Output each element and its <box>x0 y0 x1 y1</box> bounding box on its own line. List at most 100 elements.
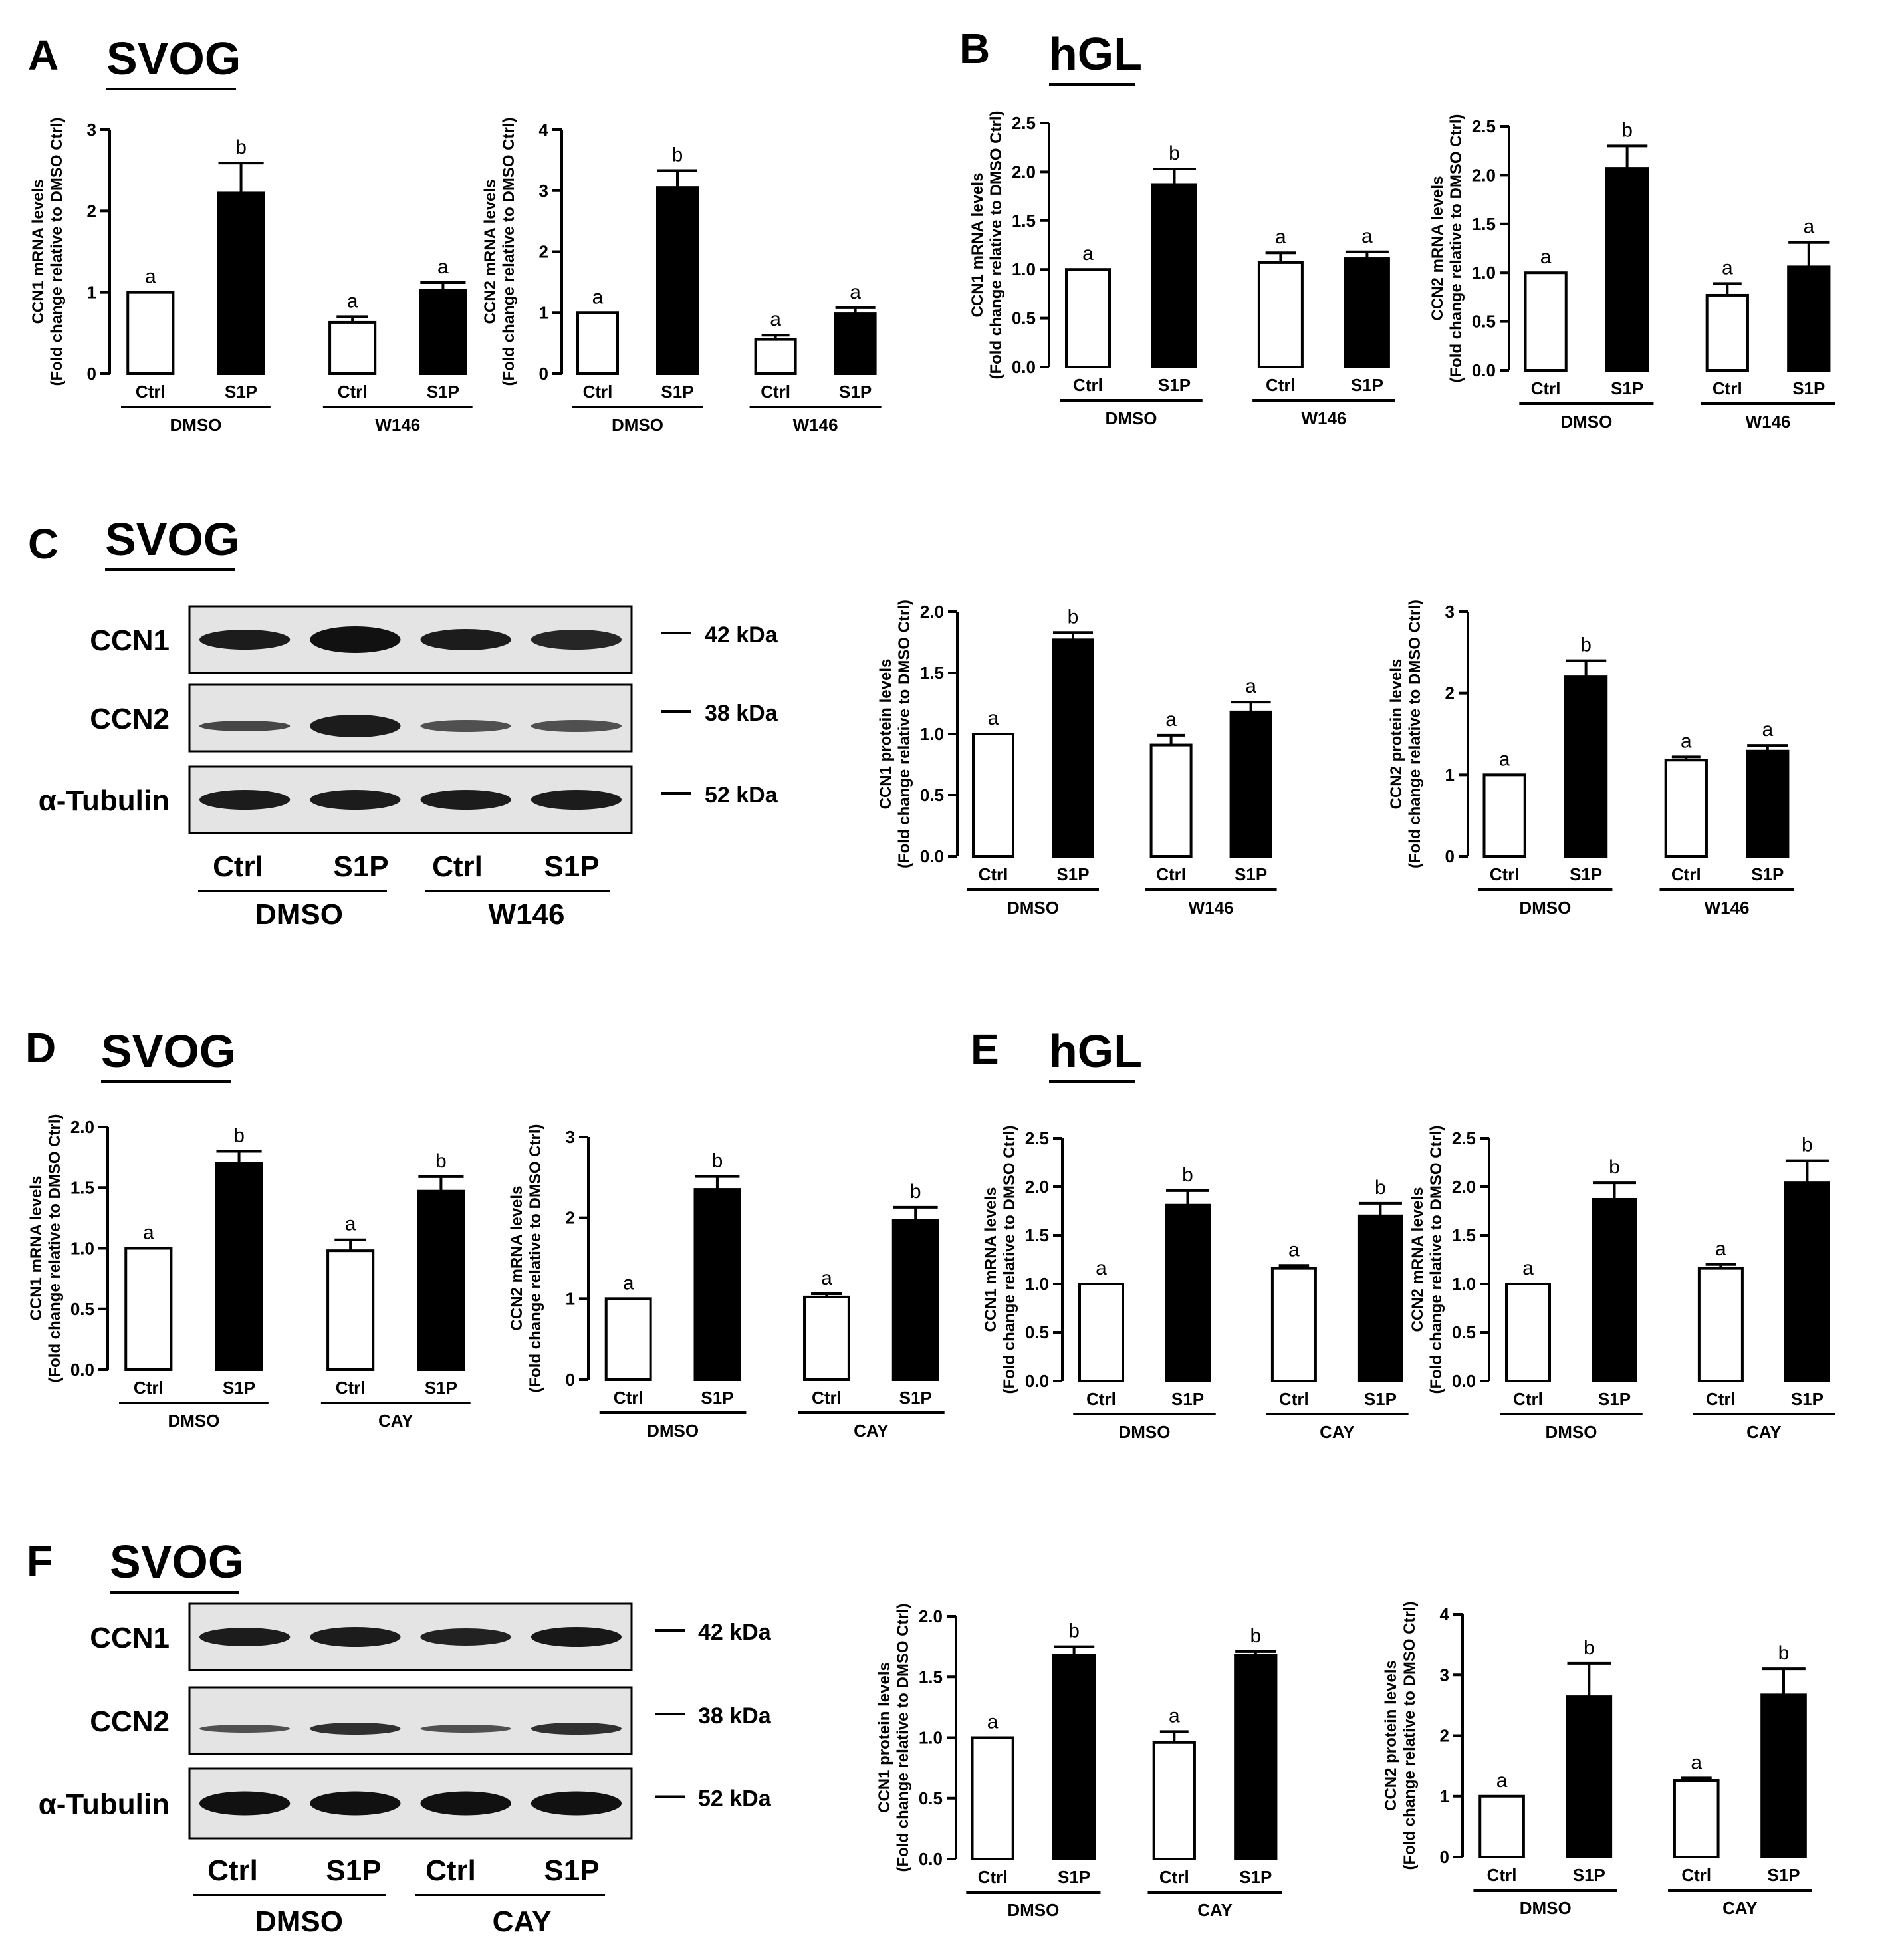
protein-band <box>531 1627 622 1647</box>
group-label: W146 <box>375 415 420 435</box>
protein-band <box>531 630 622 650</box>
significance-letter: a <box>1096 1257 1107 1279</box>
bar <box>1784 1181 1830 1383</box>
y-tick-label: 0 <box>87 364 96 384</box>
chart-panel-d-2: 0 1 2 3 CCN2 mRNA levels (Fold change relativ… <box>508 1124 945 1441</box>
y-axis-label-units: (Fold change relative to DMSO Ctrl) <box>1406 600 1424 868</box>
y-axis-label: CCN1 mRNA levels <box>969 173 987 318</box>
blot-strip <box>188 683 633 753</box>
y-tick-label: 1.0 <box>1472 263 1496 283</box>
significance-letter: b <box>1802 1134 1813 1156</box>
x-tick-label: S1P <box>899 1388 932 1408</box>
y-axis-label: CCN1 protein levels <box>876 1662 893 1813</box>
protein-band <box>420 629 511 650</box>
protein-band <box>310 1723 401 1735</box>
panel-d-header: D SVOG <box>25 1024 235 1083</box>
x-tick-label: S1P <box>225 382 257 402</box>
y-tick-label: 1.5 <box>920 663 944 683</box>
blot-row-label: CCN2 <box>90 1705 170 1738</box>
blot-lane-label: Ctrl <box>207 1854 258 1887</box>
significance-letter: b <box>233 1125 245 1147</box>
significance-letter: b <box>1250 1625 1261 1647</box>
bar <box>1149 743 1193 858</box>
chart-panel-b-2: 0.0 0.5 1.0 1.5 2.0 2.5 CCN2 mRNA levels (Fold … <box>1429 114 1835 431</box>
y-tick-label: 2.0 <box>1025 1177 1049 1197</box>
y-tick-label: 0 <box>1440 1847 1449 1867</box>
bar <box>1052 638 1094 858</box>
bar <box>803 1295 850 1382</box>
protein-band <box>310 626 401 653</box>
x-tick-label: S1P <box>1751 864 1784 884</box>
chart-panel-c-2: 0 1 2 3 CCN2 protein levels (Fold change rela… <box>1387 600 1794 918</box>
cell-type-heading: SVOG <box>101 1025 235 1077</box>
significance-letter: a <box>1361 225 1373 247</box>
significance-letter: b <box>1580 634 1592 656</box>
significance-letter: a <box>1691 1751 1702 1773</box>
chart-panel-d-1: 0.0 0.5 1.0 1.5 2.0 CCN1 mRNA levels (Fold cha… <box>27 1114 471 1431</box>
y-axis-label-units: (Fold change relative to DMSO Ctrl) <box>500 117 518 386</box>
significance-letter: a <box>1715 1238 1726 1260</box>
significance-letter: b <box>1068 1620 1080 1642</box>
significance-letter: a <box>1288 1239 1300 1261</box>
protein-band <box>310 1791 401 1816</box>
y-axis-label: CCN2 protein levels <box>1387 659 1405 810</box>
y-tick-label: 0 <box>1445 846 1455 866</box>
panel-letter: F <box>27 1537 53 1585</box>
significance-letter: a <box>821 1267 832 1289</box>
bar <box>1592 1197 1637 1382</box>
bar <box>754 338 797 375</box>
y-tick-label: 4 <box>539 120 549 140</box>
significance-letter: a <box>592 286 604 308</box>
significance-letter: a <box>1540 246 1552 268</box>
blot-group-label: DMSO <box>255 898 343 931</box>
protein-band <box>531 1791 622 1816</box>
y-tick-label: 0.0 <box>1472 360 1496 380</box>
y-tick-label: 1.0 <box>1452 1274 1476 1294</box>
y-tick-label: 1.5 <box>1012 211 1036 231</box>
significance-letter: a <box>987 1711 999 1733</box>
x-tick-label: S1P <box>1158 375 1191 395</box>
bar <box>1697 1267 1744 1383</box>
x-tick-label: S1P <box>1792 378 1825 398</box>
x-tick-label: S1P <box>1364 1389 1397 1409</box>
x-tick-label: S1P <box>1611 378 1643 398</box>
blot-group-label: CAY <box>493 1905 552 1938</box>
panel-c-header: C SVOG <box>28 513 239 571</box>
y-tick-label: 1.5 <box>1472 214 1496 234</box>
panel-letter: E <box>971 1025 999 1073</box>
y-axis-label: CCN2 mRNA levels <box>1429 176 1447 321</box>
y-tick-label: 3 <box>1445 602 1455 622</box>
y-tick-label: 1.0 <box>1025 1274 1049 1294</box>
y-tick-label: 0.0 <box>920 846 944 866</box>
blot-lane-label: S1P <box>326 1854 381 1887</box>
significance-letter: a <box>850 281 861 303</box>
y-tick-label: 0.0 <box>70 1360 94 1380</box>
group-label: DMSO <box>1106 408 1157 428</box>
blot-lane-label: Ctrl <box>213 850 263 883</box>
x-tick-label: Ctrl <box>1159 1867 1189 1887</box>
y-tick-label: 4 <box>1440 1604 1450 1624</box>
y-tick-label: 0.5 <box>1025 1322 1049 1342</box>
protein-band <box>199 1628 291 1646</box>
y-tick-label: 2.5 <box>1472 116 1496 136</box>
bar <box>419 288 467 376</box>
group-label: DMSO <box>1119 1422 1171 1442</box>
significance-letter: b <box>435 1150 447 1172</box>
cell-type-heading: SVOG <box>110 1536 244 1588</box>
x-tick-label: Ctrl <box>614 1388 644 1408</box>
group-label: CAY <box>1746 1422 1782 1442</box>
y-axis-label-units: (Fold change relative to DMSO Ctrl) <box>1427 1125 1445 1394</box>
x-tick-label: Ctrl <box>1671 864 1701 884</box>
significance-letter: a <box>1496 1770 1508 1792</box>
protein-band <box>310 1627 401 1647</box>
y-tick-label: 2.0 <box>920 602 944 622</box>
x-tick-label: S1P <box>1791 1389 1824 1409</box>
bar <box>1566 1695 1613 1859</box>
y-tick-label: 3 <box>87 120 96 140</box>
y-tick-label: 1 <box>1445 765 1455 785</box>
bar <box>1605 167 1649 372</box>
blot-row-label: α-Tubulin <box>39 785 170 817</box>
significance-letter: b <box>1375 1177 1386 1199</box>
group-label: DMSO <box>612 415 663 435</box>
